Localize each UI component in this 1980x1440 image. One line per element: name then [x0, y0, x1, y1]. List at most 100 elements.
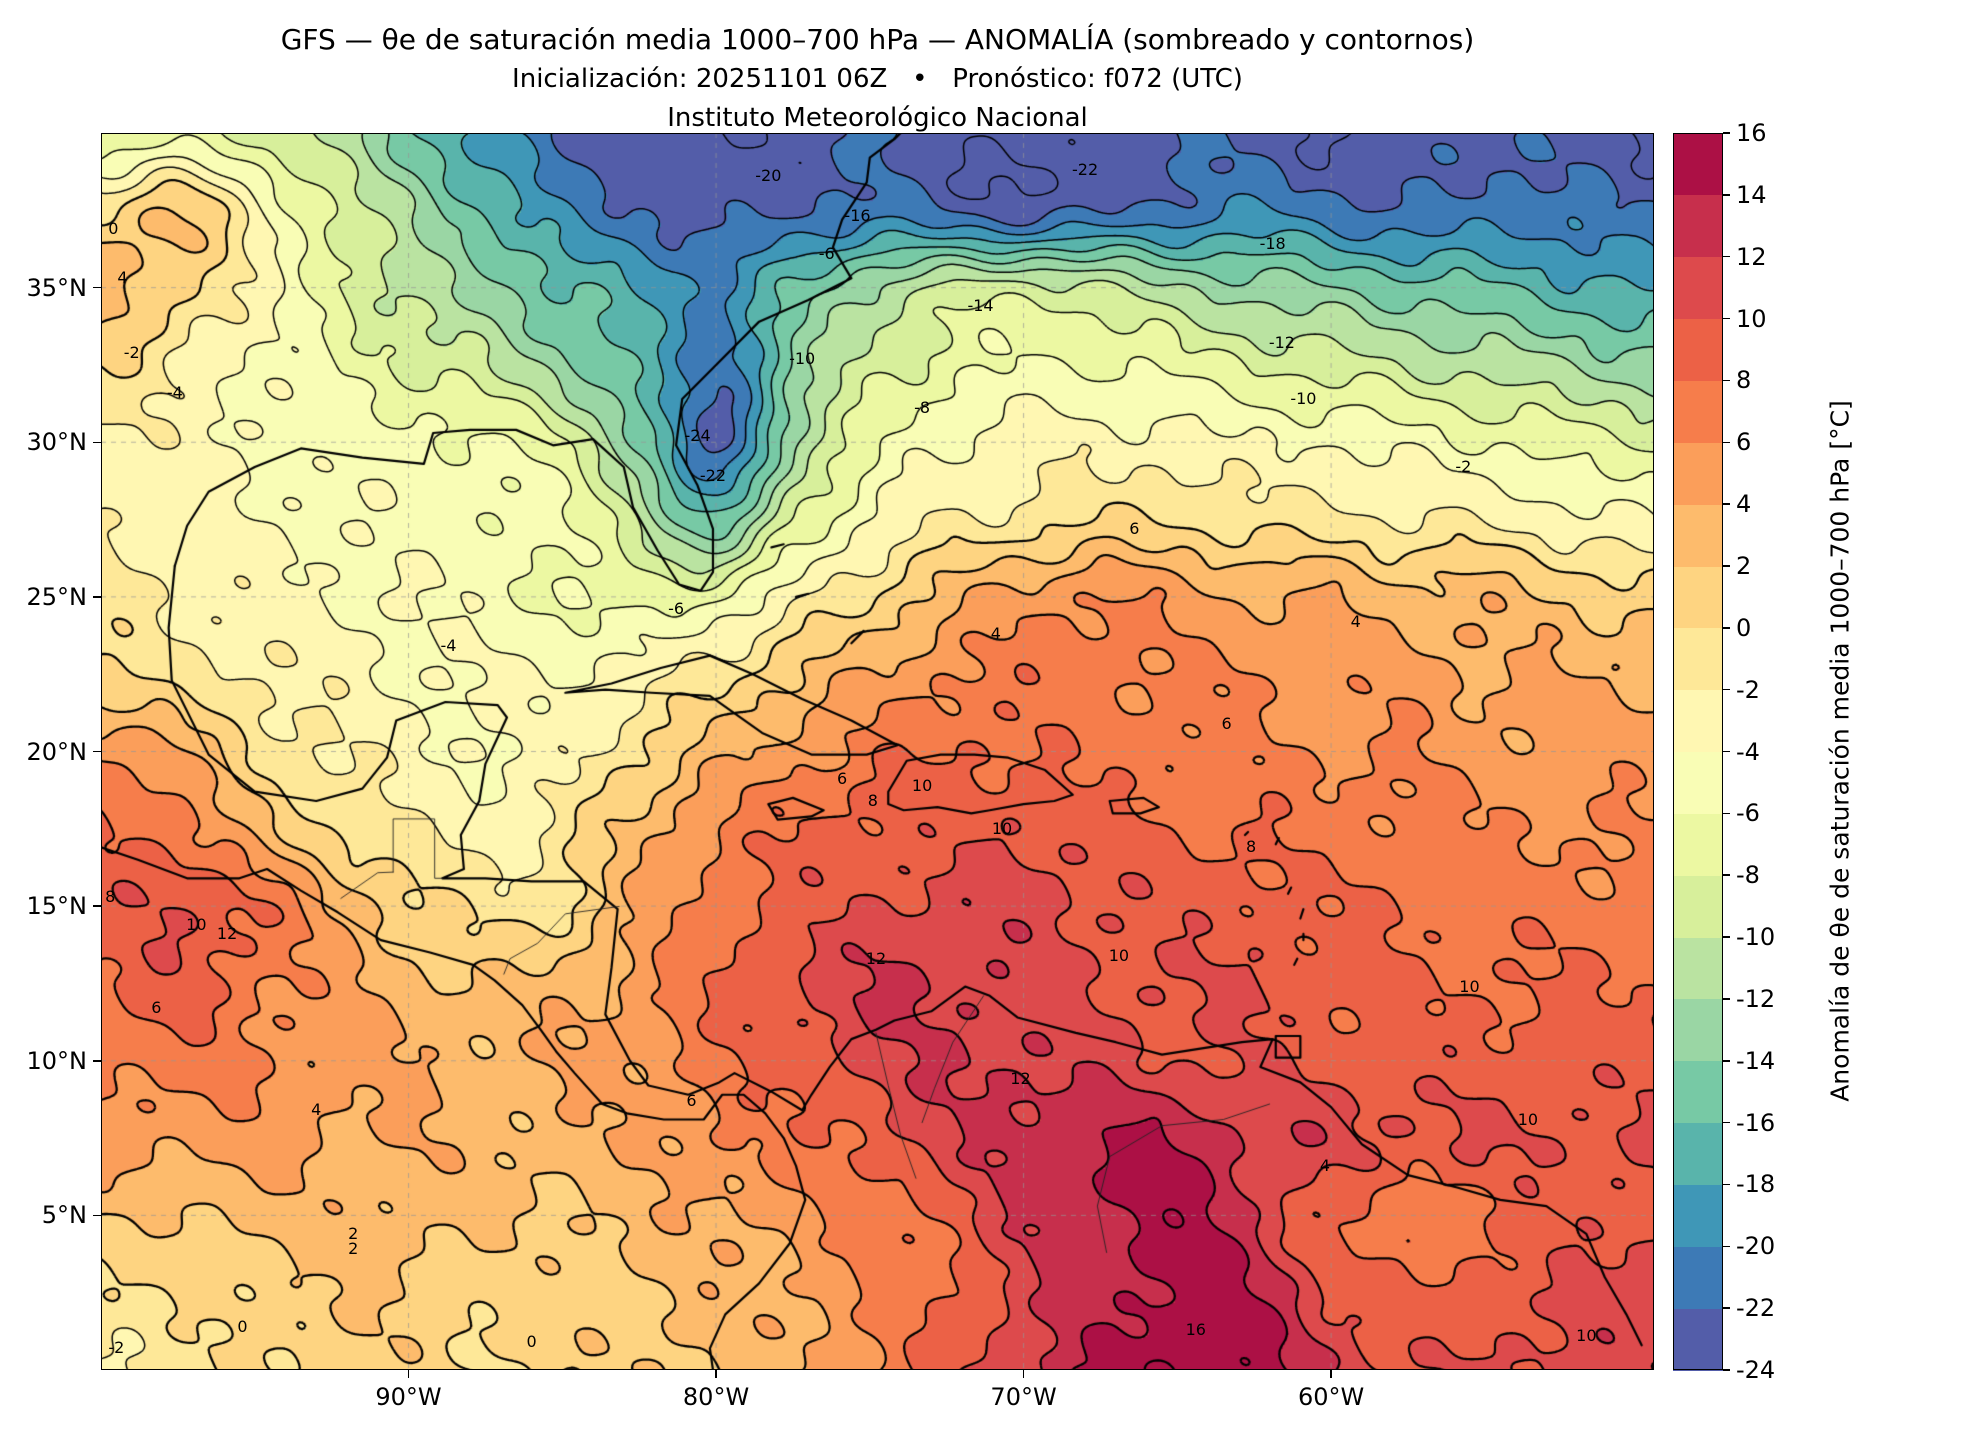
contour-label: 0: [237, 1316, 248, 1336]
colorbar-tick-label: -6: [1736, 799, 1760, 828]
colorbar-tick-label: 8: [1736, 366, 1752, 395]
colorbar-tick-mark: [1723, 812, 1730, 815]
colorbar-tick-mark: [1723, 750, 1730, 753]
contour-label: 10: [186, 914, 207, 934]
x-tick-label: 80°W: [682, 1383, 750, 1411]
colorbar-segment: [1673, 504, 1723, 567]
colorbar-tick-mark: [1723, 132, 1730, 134]
colorbar-tick-mark: [1723, 1121, 1730, 1124]
colorbar-tick-label: 2: [1736, 551, 1752, 580]
colorbar-tick-label: -18: [1736, 1170, 1776, 1199]
contour-label: 10: [911, 775, 933, 795]
contour-label: 6: [837, 769, 848, 789]
chart-subtitle: Inicialización: 20251101 06Z • Pronóstic…: [512, 64, 1243, 95]
y-tick-mark: [93, 441, 101, 443]
colorbar-segment: [1673, 627, 1723, 691]
x-tick-label: 90°W: [375, 1383, 442, 1411]
contour-label: 10: [1517, 1109, 1539, 1129]
colorbar-tick-label: -24: [1736, 1356, 1776, 1384]
colorbar-tick-label: 14: [1736, 180, 1767, 209]
x-tick-mark: [1330, 1370, 1332, 1378]
colorbar-segment: [1673, 133, 1723, 196]
contour-label: -8: [914, 398, 931, 418]
contour-label: 2: [348, 1239, 359, 1259]
colorbar-tick-mark: [1723, 441, 1730, 443]
contour-label: -12: [1268, 333, 1295, 353]
colorbar-tick-label: -16: [1736, 1108, 1776, 1137]
y-tick-label: 35°N: [26, 273, 88, 302]
colorbar-tick-mark: [1723, 503, 1730, 505]
colorbar-segment: [1673, 1308, 1723, 1371]
contour-label: -2: [123, 342, 140, 362]
colorbar-tick-mark: [1723, 936, 1730, 938]
contour-label: -6: [818, 243, 835, 263]
x-tick-mark: [407, 1370, 410, 1378]
colorbar-tick-mark: [1723, 1369, 1730, 1371]
contour-label: 4: [1350, 611, 1361, 631]
colorbar-tick-mark: [1723, 379, 1730, 382]
colorbar-segment: [1673, 380, 1723, 443]
contour-label: -10: [1290, 388, 1317, 408]
colorbar-border: [1673, 133, 1723, 1370]
colorbar-tick-label: 0: [1736, 613, 1752, 642]
anomaly-field-canvas: [101, 133, 1654, 1370]
contour-label: -22: [699, 466, 727, 486]
colorbar-segment: [1673, 813, 1723, 876]
colorbar-tick-mark: [1723, 1060, 1730, 1062]
colorbar-segment: [1673, 875, 1723, 938]
contour-label: -4: [440, 636, 457, 656]
y-tick-label: 30°N: [26, 428, 88, 457]
colorbar-segment: [1673, 565, 1723, 629]
colorbar-tick-mark: [1723, 194, 1730, 196]
colorbar-tick-mark: [1723, 317, 1730, 320]
colorbar-segment: [1673, 442, 1723, 505]
colorbar-segment: [1673, 318, 1723, 381]
contour-label: -24: [684, 426, 711, 446]
y-tick-mark: [93, 750, 101, 753]
colorbar-tick-label: 10: [1736, 304, 1767, 333]
colorbar-segment: [1673, 998, 1723, 1062]
colorbar-tick-label: 6: [1736, 428, 1752, 457]
colorbar-tick-mark: [1723, 255, 1730, 258]
colorbar-segment: [1673, 194, 1723, 258]
colorbar-tick-label: -12: [1736, 984, 1776, 1013]
y-tick-label: 5°N: [41, 1201, 87, 1230]
x-tick-mark: [1022, 1370, 1025, 1378]
colorbar-tick-label: -14: [1736, 1046, 1776, 1075]
map-plot: 0 4 -2 -4 -20 -16 -22 -18 -6 -10 -8 -12 -14 -10 -2 -24-…: [101, 133, 1654, 1370]
colorbar-segment: [1673, 1122, 1723, 1186]
colorbar-tick-mark: [1723, 874, 1730, 876]
colorbar-tick-mark: [1723, 627, 1730, 629]
contour-label: -6: [668, 599, 685, 619]
colorbar-tick-label: -22: [1736, 1294, 1776, 1323]
colorbar-tick-mark: [1723, 1183, 1730, 1186]
title-block: GFS — θe de saturación media 1000–700 hP…: [101, 22, 1654, 136]
colorbar-tick-mark: [1723, 1245, 1730, 1248]
x-tick-mark: [715, 1370, 717, 1378]
colorbar-segment: [1673, 937, 1723, 1000]
colorbar-tick-mark: [1723, 998, 1730, 1000]
contour-label: 0: [526, 1332, 537, 1352]
colorbar-axis-label: Anomalía de θe de saturación media 1000–…: [1825, 400, 1855, 1102]
y-tick-mark: [93, 1214, 101, 1217]
contour-label: 12: [865, 948, 887, 968]
y-tick-label: 10°N: [26, 1046, 88, 1075]
contour-label: 6: [1129, 518, 1140, 538]
colorbar-segment: [1673, 1184, 1723, 1247]
y-tick-label: 20°N: [26, 737, 88, 766]
contour-label: -10: [789, 348, 816, 368]
colorbar-tick-label: -8: [1736, 861, 1760, 890]
contour-label: 4: [990, 623, 1001, 643]
colorbar-tick-mark: [1723, 688, 1730, 691]
contour-label: 6: [1221, 713, 1232, 733]
y-tick-mark: [93, 905, 101, 907]
contour-label: 0: [108, 218, 119, 238]
contour-label: 10: [991, 818, 1013, 838]
contour-label: 8: [105, 886, 116, 906]
contour-label: 8: [1246, 837, 1257, 857]
contour-label: 4: [117, 268, 128, 288]
contour-label: 4: [1319, 1155, 1331, 1175]
y-tick-mark: [93, 596, 101, 598]
contour-label: 16: [1185, 1319, 1206, 1339]
colorbar-tick-label: -10: [1736, 923, 1776, 952]
